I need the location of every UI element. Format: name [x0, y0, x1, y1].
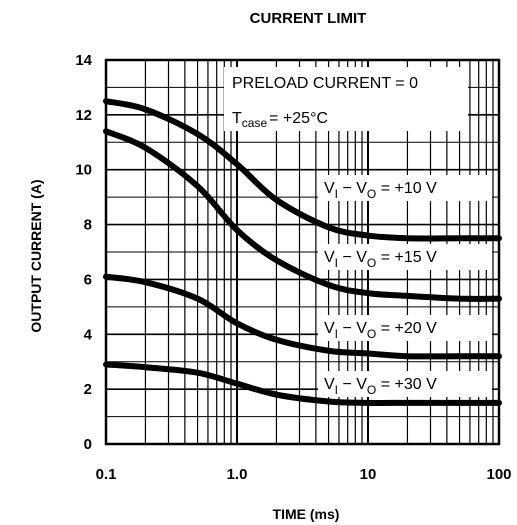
- plot-frame: [104, 58, 501, 446]
- series-label-2: VI − VO = +15 V: [324, 249, 437, 270]
- tcase-value: = +25°C: [269, 110, 328, 127]
- x-tick-label: 100: [486, 466, 511, 483]
- series-label-bg: [318, 175, 492, 201]
- x-tick-label: 10: [360, 466, 377, 483]
- y-tick-label: 12: [75, 107, 92, 124]
- tcase-annotation: Tcase = +25°C: [232, 110, 328, 130]
- tick-labels: 0 2 4 6 8 10 12 14 0.1 1.0 10 100: [75, 52, 511, 483]
- chart-title: CURRENT LIMIT: [250, 10, 367, 27]
- x-tick-label: 0.1: [96, 466, 117, 483]
- series-label-bg: [318, 371, 492, 397]
- y-tick-label: 4: [84, 326, 93, 343]
- y-tick-label: 14: [75, 52, 92, 69]
- y-axis-label: OUTPUT CURRENT (A): [28, 179, 44, 332]
- tcase-main: T: [232, 110, 242, 127]
- annotation-box: [224, 67, 468, 131]
- series-label-3: VI − VO = +20 V: [324, 320, 437, 341]
- series-line-2: [103, 128, 502, 302]
- y-tick-label: 2: [84, 381, 92, 398]
- x-axis-label: TIME (ms): [273, 506, 340, 522]
- y-tick-label: 6: [84, 271, 92, 288]
- series-line-3: [103, 273, 502, 360]
- preload-annotation: PRELOAD CURRENT = 0: [232, 75, 418, 92]
- series-line-4: [103, 361, 502, 406]
- series-line-1: [103, 98, 502, 242]
- series-label-bg: [318, 315, 492, 341]
- series-labels: VI − VO = +10 V VI − VO = +15 V VI − VO = …: [318, 175, 492, 397]
- y-tick-label: 8: [84, 217, 92, 234]
- series-label-bg: [318, 244, 492, 270]
- tcase-sub: case: [242, 116, 268, 130]
- series-lines: [103, 98, 502, 406]
- series-label-1: VI − VO = +10 V: [324, 180, 437, 201]
- y-tick-label: 10: [75, 162, 92, 179]
- series-label-4: VI − VO = +30 V: [324, 376, 437, 397]
- y-tick-label: 0: [84, 436, 92, 453]
- x-tick-label: 1.0: [227, 466, 248, 483]
